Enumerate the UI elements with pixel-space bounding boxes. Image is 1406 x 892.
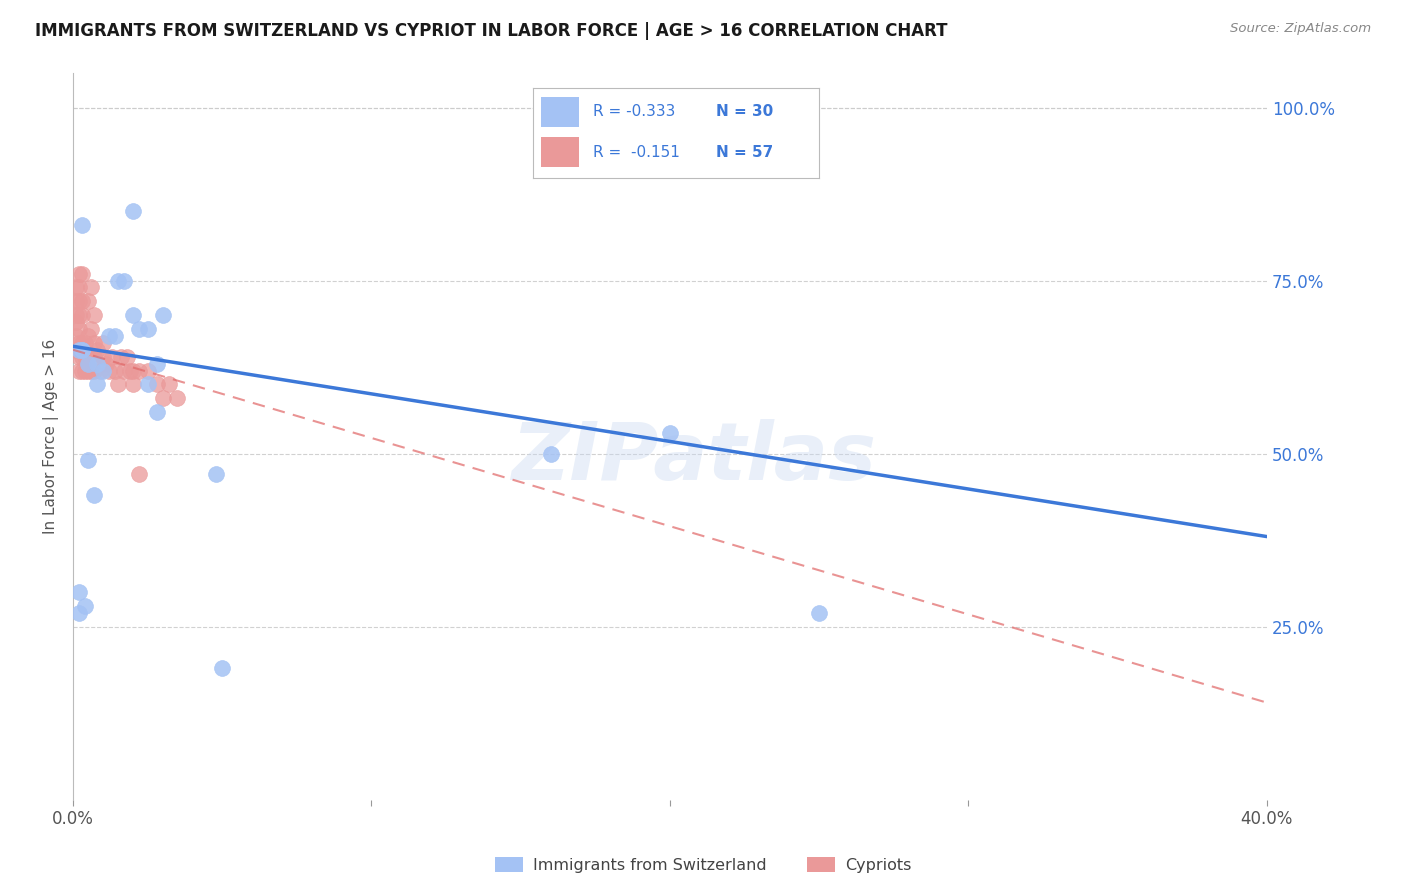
Point bbox=[65, 329, 87, 343]
Point bbox=[73, 350, 96, 364]
Point bbox=[70, 343, 93, 357]
Point bbox=[121, 308, 143, 322]
Point bbox=[70, 218, 93, 232]
Point bbox=[65, 280, 87, 294]
Point bbox=[540, 446, 562, 460]
Point bbox=[166, 391, 188, 405]
Point bbox=[97, 329, 120, 343]
Point bbox=[128, 322, 150, 336]
Legend: Immigrants from Switzerland, Cypriots: Immigrants from Switzerland, Cypriots bbox=[488, 851, 918, 880]
Point bbox=[145, 405, 167, 419]
Point bbox=[91, 363, 114, 377]
Point bbox=[65, 294, 87, 309]
Point bbox=[65, 315, 87, 329]
Point bbox=[91, 350, 114, 364]
Point bbox=[118, 363, 141, 377]
Point bbox=[121, 363, 143, 377]
Point bbox=[97, 363, 120, 377]
Point bbox=[67, 363, 90, 377]
Point bbox=[121, 377, 143, 392]
Point bbox=[67, 350, 90, 364]
Point bbox=[80, 350, 103, 364]
Point bbox=[77, 329, 100, 343]
Point bbox=[77, 453, 100, 467]
Point bbox=[211, 661, 233, 675]
Point bbox=[70, 350, 93, 364]
Point bbox=[77, 363, 100, 377]
Point bbox=[73, 335, 96, 350]
Point bbox=[83, 350, 105, 364]
Point bbox=[83, 335, 105, 350]
Text: IMMIGRANTS FROM SWITZERLAND VS CYPRIOT IN LABOR FORCE | AGE > 16 CORRELATION CHA: IMMIGRANTS FROM SWITZERLAND VS CYPRIOT I… bbox=[35, 22, 948, 40]
Point bbox=[107, 377, 129, 392]
Point bbox=[115, 350, 138, 364]
Point bbox=[70, 308, 93, 322]
Point bbox=[70, 343, 93, 357]
Point bbox=[86, 343, 108, 357]
Point bbox=[67, 280, 90, 294]
Point bbox=[77, 294, 100, 309]
Point bbox=[67, 267, 90, 281]
Point bbox=[94, 357, 117, 371]
Point bbox=[65, 308, 87, 322]
Point bbox=[112, 363, 135, 377]
Point bbox=[107, 274, 129, 288]
Point bbox=[70, 267, 93, 281]
Point bbox=[205, 467, 228, 482]
Point bbox=[83, 363, 105, 377]
Point bbox=[157, 377, 180, 392]
Point bbox=[91, 335, 114, 350]
Point bbox=[67, 585, 90, 599]
Point bbox=[73, 363, 96, 377]
Point bbox=[152, 308, 174, 322]
Point bbox=[101, 350, 124, 364]
Point bbox=[73, 599, 96, 613]
Text: ZIPatlas: ZIPatlas bbox=[512, 419, 876, 497]
Point bbox=[86, 357, 108, 371]
Point bbox=[80, 363, 103, 377]
Point bbox=[77, 357, 100, 371]
Point bbox=[104, 363, 127, 377]
Point bbox=[67, 308, 90, 322]
Point bbox=[67, 343, 90, 357]
Point bbox=[80, 280, 103, 294]
Point bbox=[121, 204, 143, 219]
Point bbox=[89, 363, 111, 377]
Point bbox=[70, 363, 93, 377]
Point bbox=[128, 363, 150, 377]
Point bbox=[77, 350, 100, 364]
Point bbox=[152, 391, 174, 405]
Point bbox=[136, 377, 159, 392]
Point bbox=[70, 294, 93, 309]
Point bbox=[104, 329, 127, 343]
Point bbox=[83, 488, 105, 502]
Point bbox=[808, 606, 831, 620]
Point bbox=[65, 343, 87, 357]
Text: Source: ZipAtlas.com: Source: ZipAtlas.com bbox=[1230, 22, 1371, 36]
Point bbox=[86, 377, 108, 392]
Y-axis label: In Labor Force | Age > 16: In Labor Force | Age > 16 bbox=[44, 339, 59, 534]
Point bbox=[67, 606, 90, 620]
Point bbox=[145, 357, 167, 371]
Point bbox=[67, 322, 90, 336]
Point bbox=[80, 322, 103, 336]
Point bbox=[83, 308, 105, 322]
Point bbox=[67, 294, 90, 309]
Point bbox=[145, 377, 167, 392]
Point bbox=[110, 350, 132, 364]
Point bbox=[128, 467, 150, 482]
Point bbox=[112, 274, 135, 288]
Point bbox=[136, 363, 159, 377]
Point bbox=[658, 425, 681, 440]
Point bbox=[67, 335, 90, 350]
Point bbox=[136, 322, 159, 336]
Point bbox=[70, 335, 93, 350]
